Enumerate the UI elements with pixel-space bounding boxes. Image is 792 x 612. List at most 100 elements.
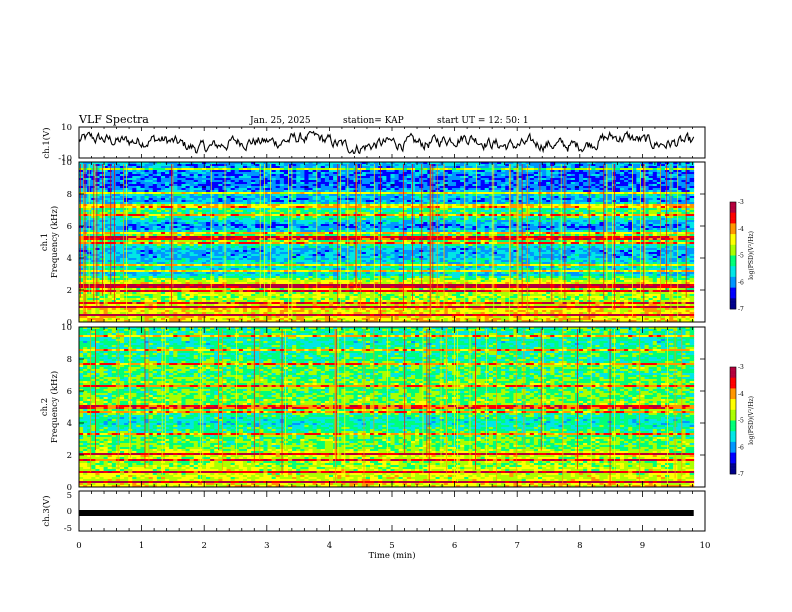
spectrogram-cell xyxy=(160,176,166,179)
spectrogram-cell xyxy=(152,178,158,181)
spectrogram-cell xyxy=(259,168,264,171)
spectrogram-cell xyxy=(337,174,342,177)
spectrogram-cell xyxy=(685,162,691,165)
spectrogram-cell xyxy=(681,172,686,175)
spectrogram-cell xyxy=(193,164,199,167)
spectrogram-cell xyxy=(185,180,191,183)
spectrogram-cell xyxy=(296,176,301,179)
spectrogram-cell xyxy=(238,178,244,181)
spectrogram-cell xyxy=(599,172,604,175)
spectrogram-cell xyxy=(447,166,453,169)
spectrogram-cell xyxy=(337,178,342,181)
spectrogram-cell xyxy=(505,170,510,173)
spectrogram-cell xyxy=(468,166,473,169)
spectrogram-cell xyxy=(484,162,490,165)
spectrogram-cell xyxy=(611,170,617,173)
spectrogram-cell xyxy=(144,168,150,171)
spectrogram-cell xyxy=(501,178,506,181)
spectrogram-cell xyxy=(443,164,449,167)
spectrogram-cell xyxy=(103,176,109,179)
spectrogram-cell xyxy=(415,170,420,173)
spectrogram-cell xyxy=(165,164,170,167)
spectrogram-cell xyxy=(644,168,650,171)
spectrogram-cell xyxy=(669,164,674,167)
spectrogram-cell xyxy=(460,174,465,177)
spectrogram-cell xyxy=(132,180,137,183)
spectrogram-cell xyxy=(218,166,223,169)
spectrogram-cell xyxy=(255,168,260,171)
spectrogram-cell xyxy=(349,176,354,179)
spectrogram-cell xyxy=(218,174,223,177)
spectrogram-cell xyxy=(509,178,514,181)
spectrogram-cell xyxy=(148,174,154,177)
spectrogram-cell xyxy=(259,164,264,167)
spectrogram-cell xyxy=(431,170,436,173)
spectrogram-cell xyxy=(173,164,178,167)
spectrogram-cell xyxy=(99,174,104,177)
figure-title: VLF Spectra xyxy=(78,113,149,126)
spectrogram-cell xyxy=(570,172,576,175)
spectrogram-cell xyxy=(423,174,428,177)
spectrogram-cell xyxy=(197,176,203,179)
spectrogram-cell xyxy=(484,170,490,173)
spectrogram-cell xyxy=(652,164,658,167)
spectrogram-cell xyxy=(148,172,154,175)
spectrogram-cell xyxy=(525,170,531,173)
spectrogram-cell xyxy=(382,168,387,171)
spectrogram-cell xyxy=(136,168,141,171)
spectrogram-cell xyxy=(173,170,178,173)
spectrogram-cell xyxy=(79,164,84,167)
spectrogram-cell xyxy=(316,176,322,179)
spectrogram-cell xyxy=(681,178,686,181)
spectrogram-cell xyxy=(312,176,318,179)
spectrogram-cell xyxy=(148,168,154,171)
spectrogram-cell xyxy=(472,174,477,177)
spectrogram-cell xyxy=(656,178,662,181)
spectrogram-cell xyxy=(677,178,682,181)
spectrogram-cell xyxy=(665,164,670,167)
spectrogram-cell xyxy=(234,170,240,173)
spectrogram-cell xyxy=(288,172,293,175)
spectrogram-cell xyxy=(107,170,113,173)
spectrogram-cell xyxy=(689,172,695,175)
spectrogram-cell xyxy=(628,176,633,179)
spectrogram-cell xyxy=(681,162,686,165)
spectrogram-cell xyxy=(197,172,203,175)
spectrogram-cell xyxy=(115,166,121,169)
spectrogram-cell xyxy=(230,164,236,167)
spectrogram-cell xyxy=(300,170,305,173)
spectrogram-cell xyxy=(513,176,518,179)
spectrogram-cell xyxy=(230,172,236,175)
spectrogram-cell xyxy=(603,178,609,181)
spectrogram-cell xyxy=(369,162,375,165)
spectrogram-cell xyxy=(603,166,609,169)
spectrogram-cell xyxy=(197,168,203,171)
spectrogram-cell xyxy=(603,164,609,167)
spectrogram-cell xyxy=(497,164,502,167)
spectrogram-cell xyxy=(636,178,641,181)
spectrogram-cell xyxy=(357,164,363,167)
spectrogram-cell xyxy=(185,174,191,177)
spectrogram-cell xyxy=(292,168,297,171)
spectrogram-cell xyxy=(464,168,469,171)
spectrogram-cell xyxy=(160,168,166,171)
spectrogram-cell xyxy=(607,174,613,177)
spectrogram-cell xyxy=(312,178,318,181)
spectrogram-cell xyxy=(136,172,141,175)
spectrogram-cell xyxy=(599,162,604,165)
spectrogram-cell xyxy=(91,162,96,165)
spectrogram-cell xyxy=(468,170,473,173)
spectrogram-cell xyxy=(566,176,572,179)
spectrogram-cell xyxy=(390,164,395,167)
spectrogram-cell xyxy=(107,176,113,179)
spectrogram-cell xyxy=(451,164,457,167)
spectrogram-cell xyxy=(160,164,166,167)
spectrogram-cell xyxy=(128,164,133,167)
spectrogram-cell xyxy=(476,178,482,181)
spectrogram-cell xyxy=(181,166,186,169)
spectrogram-cell xyxy=(542,170,547,173)
spectrogram-cell xyxy=(107,172,113,175)
spectrogram-cell xyxy=(152,174,158,177)
spectrogram-cell xyxy=(304,166,309,169)
spectrogram-cell xyxy=(615,172,621,175)
